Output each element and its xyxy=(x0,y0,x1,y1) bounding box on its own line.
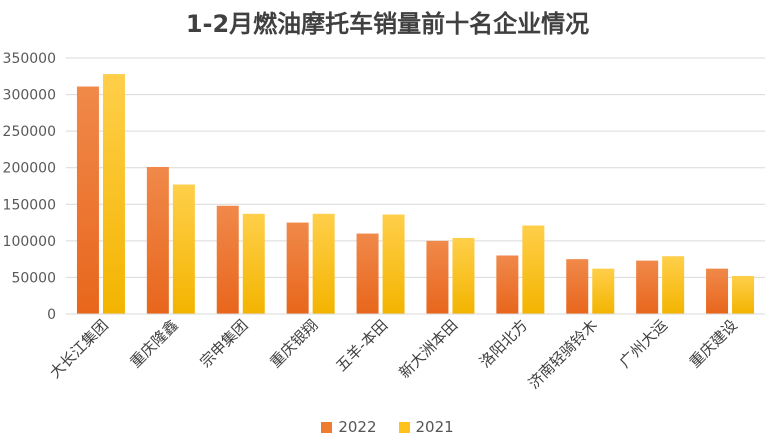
bar-2022-0 xyxy=(76,86,99,314)
y-tick-label: 200000 xyxy=(3,161,56,177)
bar-2022-6 xyxy=(496,255,519,314)
x-tick-label: 重庆隆鑫 xyxy=(127,316,182,371)
chart-title: 1-2月燃油摩托车销量前十名企业情况 xyxy=(185,10,590,38)
legend-label-2021: 2021 xyxy=(415,418,454,436)
bar-2021-6 xyxy=(522,225,545,314)
bar-2021-0 xyxy=(102,74,125,314)
x-tick-label: 洛阳北方 xyxy=(476,316,531,371)
x-tick-label: 五羊-本田 xyxy=(332,316,391,375)
legend: 2022 2021 xyxy=(0,418,775,436)
bar-2021-7 xyxy=(592,268,615,314)
bar-2021-5 xyxy=(452,237,475,314)
legend-label-2022: 2022 xyxy=(338,418,377,436)
bar-2021-9 xyxy=(732,275,755,314)
legend-item-2022: 2022 xyxy=(321,418,377,436)
y-tick-label: 350000 xyxy=(3,51,56,67)
bar-2022-8 xyxy=(636,260,659,314)
legend-swatch-2022 xyxy=(321,421,333,433)
y-tick-label: 250000 xyxy=(3,124,56,140)
y-tick-label: 150000 xyxy=(3,197,56,213)
bar-2021-8 xyxy=(662,256,685,314)
y-tick-label: 300000 xyxy=(3,88,56,104)
x-tick-label: 重庆建设 xyxy=(686,316,741,371)
x-tick-label: 新大洲本田 xyxy=(396,316,462,382)
bar-2022-4 xyxy=(356,233,379,314)
y-tick-label: 0 xyxy=(47,307,56,323)
legend-swatch-2021 xyxy=(398,421,410,433)
bar-2022-2 xyxy=(216,205,239,314)
bar-2022-1 xyxy=(146,166,169,314)
bar-2022-5 xyxy=(426,240,449,314)
x-tick-label: 济南轻骑铃木 xyxy=(525,316,601,392)
bar-2021-2 xyxy=(242,213,265,314)
legend-item-2021: 2021 xyxy=(398,418,454,436)
x-tick-label: 大长江集团 xyxy=(46,316,112,382)
bar-2022-3 xyxy=(286,222,309,314)
bar-2022-9 xyxy=(706,268,729,314)
bar-2022-7 xyxy=(566,259,589,314)
bar-2021-1 xyxy=(172,184,195,314)
y-tick-label: 100000 xyxy=(3,234,56,250)
bar-2021-3 xyxy=(312,213,335,314)
y-tick-label: 50000 xyxy=(11,270,56,286)
x-tick-label: 重庆银翔 xyxy=(266,316,321,371)
x-tick-label: 广州大运 xyxy=(616,316,671,371)
bar-2021-4 xyxy=(382,214,405,314)
x-tick-label: 宗申集团 xyxy=(196,316,251,371)
